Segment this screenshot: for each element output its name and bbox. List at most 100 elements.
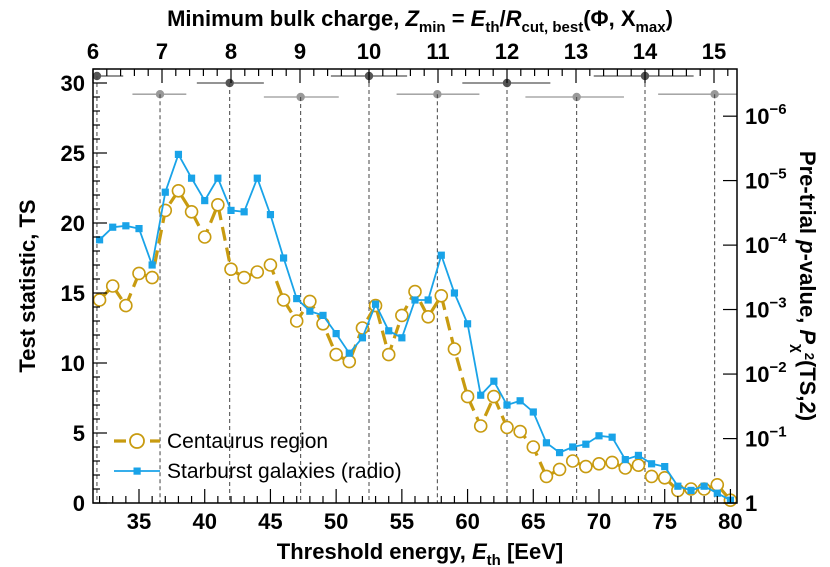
starburst-point: [503, 401, 511, 409]
pvalue-tick-label: 10−1: [745, 424, 787, 452]
starburst-point: [516, 397, 524, 405]
x-tick-label-70: 70: [587, 509, 611, 534]
starburst-point: [437, 251, 445, 259]
centaurus-point: [171, 184, 186, 198]
x-title-suffix: [EeV]: [501, 539, 563, 564]
centaurus-point: [105, 279, 120, 293]
starburst-point: [621, 456, 629, 464]
y-tick-label-25: 25: [61, 141, 85, 166]
starburst-point: [95, 236, 104, 244]
centaurus-point: [579, 459, 593, 474]
starburst-point: [174, 150, 183, 158]
starburst-point: [266, 211, 275, 219]
x-title-var: E: [472, 539, 488, 564]
centaurus-point: [500, 420, 514, 435]
top-title-sub4: max: [636, 19, 667, 36]
legend-label-centaurus: Centaurus region: [167, 430, 328, 453]
pvalue-tick-base: 10: [745, 427, 769, 452]
top-title-prefix: Minimum bulk charge,: [167, 6, 405, 31]
starburst-point: [306, 307, 314, 315]
x-tick-label-55: 55: [390, 509, 414, 534]
centaurus-point: [197, 230, 212, 244]
centaurus-point: [605, 455, 619, 470]
centaurus-point: [263, 258, 278, 272]
x-tick-label-80: 80: [718, 509, 742, 534]
centaurus-point: [644, 469, 659, 484]
centaurus-point: [303, 294, 317, 309]
top-tick-label-10: 10: [357, 39, 381, 64]
top-title-var3: R: [506, 6, 522, 31]
centaurus-point: [526, 440, 541, 454]
centaurus-point: [184, 205, 199, 219]
starburst-point: [700, 482, 708, 490]
starburst-point: [201, 197, 209, 205]
y2-title-var: p: [795, 239, 820, 253]
pvalue-tick-label: 10−6: [745, 101, 787, 129]
pvalue-tick-label: 1: [745, 491, 757, 516]
x-title-prefix: Threshold energy,: [277, 539, 472, 564]
starburst-point: [122, 222, 130, 230]
top-tick-label-6: 6: [87, 39, 99, 64]
starburst-point: [477, 391, 485, 399]
starburst-point: [385, 327, 393, 335]
pvalue-tick-base: 1: [745, 491, 757, 516]
centaurus-point: [631, 458, 646, 473]
starburst-point: [529, 408, 537, 416]
centaurus-point: [145, 270, 159, 285]
y-tick-label-10: 10: [61, 351, 85, 376]
centaurus-point: [473, 419, 488, 433]
x-tick-label-45: 45: [258, 509, 282, 534]
starburst-point: [345, 349, 353, 357]
starburst-point: [240, 208, 248, 216]
centaurus-point: [237, 270, 251, 285]
x-tick-label-65: 65: [521, 509, 545, 534]
top-tick-label-9: 9: [294, 39, 306, 64]
starburst-point: [450, 289, 459, 297]
centaurus-point: [92, 293, 107, 307]
starburst-point: [411, 296, 419, 304]
starburst-point: [398, 334, 406, 342]
starburst-point: [214, 174, 222, 182]
centaurus-point: [565, 454, 580, 468]
y2-title-suffix: (TS,2): [795, 360, 820, 421]
top-title-mid1: =: [446, 6, 471, 31]
centaurus-point: [447, 342, 462, 356]
centaurus-point: [710, 477, 725, 492]
starburst-point: [542, 439, 551, 447]
y2-title-prefix: Pre-trial: [795, 151, 820, 240]
pvalue-tick-exponent: −2: [769, 359, 786, 376]
x-tick-label-60: 60: [455, 509, 479, 534]
starburst-point: [332, 330, 340, 338]
centaurus-point: [657, 470, 672, 485]
starburst-point: [319, 311, 327, 319]
starburst-point: [161, 188, 169, 196]
centaurus-point: [408, 284, 422, 299]
plot-frame-layer: [92, 68, 738, 504]
centaurus-point: [592, 456, 606, 471]
top-tick-label-15: 15: [702, 39, 726, 64]
centaurus-point: [460, 389, 475, 404]
y-tick-label-0: 0: [73, 491, 85, 516]
starburst-point: [555, 449, 564, 457]
x-tick-label-75: 75: [652, 509, 676, 534]
top-tick-label-14: 14: [633, 39, 658, 64]
starburst-point: [187, 174, 196, 182]
starburst-point: [148, 261, 156, 269]
centaurus-point: [211, 198, 225, 212]
legend: Centaurus region Starburst galaxies (radi…: [114, 430, 402, 483]
top-tick-label-13: 13: [564, 39, 588, 64]
centaurus-point: [276, 293, 291, 307]
centaurus-point: [539, 469, 554, 484]
y-tick-label-5: 5: [73, 421, 85, 446]
starburst-point: [424, 296, 432, 304]
top-tick-label-12: 12: [495, 39, 519, 64]
starburst-point: [135, 225, 143, 233]
centaurus-point: [434, 288, 449, 303]
y2-title-var2: P: [795, 329, 820, 344]
pvalue-tick-base: 10: [745, 104, 769, 129]
x-tick-label-35: 35: [127, 509, 151, 534]
top-title-mid2: /: [500, 6, 506, 31]
top-title-var2: E: [471, 6, 487, 31]
pvalue-tick-exponent: −5: [769, 166, 786, 183]
